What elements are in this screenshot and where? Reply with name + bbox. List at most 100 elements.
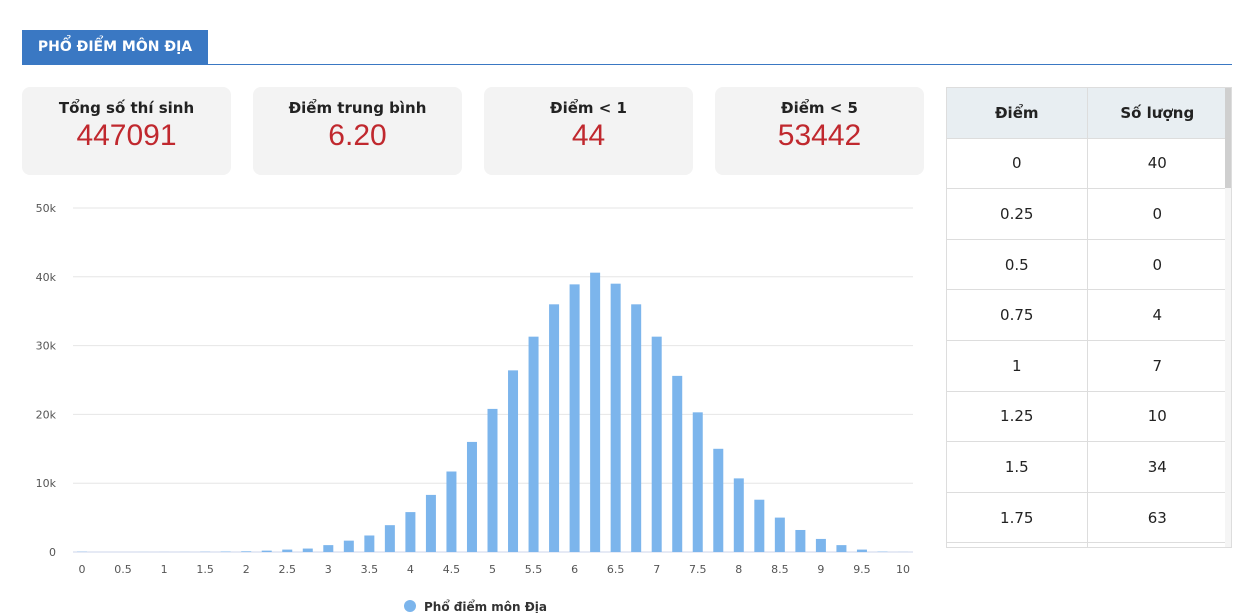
x-tick-label: 4 [407, 563, 414, 576]
x-tick-label: 10 [896, 563, 910, 576]
x-tick-label: 3.5 [361, 563, 379, 576]
count-cell: 10 [1147, 407, 1167, 426]
bar [282, 549, 293, 552]
bar [323, 545, 334, 552]
y-tick-label: 10k [36, 477, 57, 490]
bar [754, 499, 765, 552]
stat-label: Điểm < 5 [781, 99, 858, 117]
x-tick-label: 0 [79, 563, 86, 576]
count-cell [1088, 543, 1228, 547]
y-tick-label: 20k [36, 408, 57, 421]
score-cell: 1 [947, 340, 1088, 391]
bar [610, 283, 621, 552]
table-scrollbar[interactable] [1225, 88, 1231, 547]
table-header-row: Điểm Số lượng [947, 88, 1227, 139]
bar [261, 550, 272, 552]
table-row: 1.5 34 [947, 442, 1227, 493]
count-cell: 0 [1152, 255, 1163, 274]
stat-value: 53442 [777, 119, 862, 152]
header-count: Số lượng [1120, 103, 1195, 122]
bar [466, 441, 477, 552]
table-row: 0.75 4 [947, 290, 1227, 341]
x-tick-label: 0.5 [114, 563, 132, 576]
y-tick-label: 0 [49, 546, 56, 559]
scrollbar-thumb[interactable] [1225, 88, 1231, 188]
legend-marker [404, 600, 416, 612]
count-cell: 40 [1147, 154, 1167, 173]
score-cell: 1.75 [947, 492, 1088, 543]
y-tick-label: 50k [36, 202, 57, 215]
bar [651, 336, 662, 552]
score-distribution-chart: 0 10k 20k 30k 40k 50k 0 0.5 1 1.5 2 2.5 3 3.5 4 4.5 5 5.5… [36, 202, 913, 613]
bar [590, 272, 601, 552]
bar [795, 529, 806, 552]
x-tick-label: 8 [735, 563, 742, 576]
bar [774, 517, 785, 552]
stat-label: Điểm trung bình [288, 99, 427, 117]
x-tick-label: 2 [243, 563, 250, 576]
stat-card-below-1: Điểm < 1 44 [484, 87, 693, 175]
x-tick-label: 5.5 [525, 563, 543, 576]
x-tick-label: 1.5 [196, 563, 214, 576]
bar [528, 336, 539, 552]
bar [692, 412, 703, 552]
bar [487, 408, 498, 552]
bar [713, 448, 724, 552]
stat-card-below-5: Điểm < 5 53442 [715, 87, 924, 175]
table-row [947, 543, 1228, 547]
stat-card-average: Điểm trung bình 6.20 [253, 87, 462, 175]
stat-label: Điểm < 1 [550, 99, 627, 117]
table-row: 1.25 10 [947, 391, 1227, 443]
x-tick-label: 9.5 [853, 563, 871, 576]
bar [425, 494, 436, 552]
score-table[interactable]: Điểm Số lượng 0 40 0.25 0 0.5 0 0.75 4 1 7 1.25 10 1.… [946, 87, 1232, 548]
x-tick-label: 4.5 [443, 563, 461, 576]
bar [549, 304, 560, 552]
bar [446, 471, 457, 552]
x-tick-label: 6.5 [607, 563, 625, 576]
table-row: 0.5 0 [947, 239, 1227, 291]
bar [733, 478, 744, 552]
bar [384, 525, 395, 552]
bar [836, 545, 847, 552]
table-row: 0.25 0 [947, 189, 1227, 240]
bar [815, 538, 826, 552]
y-tick-label: 30k [36, 340, 57, 353]
y-tick-label: 40k [36, 271, 57, 284]
score-cell: 0.5 [947, 239, 1088, 290]
stat-card-total: Tổng số thí sinh 447091 [22, 87, 231, 175]
x-tick-label: 7 [653, 563, 660, 576]
x-tick-label: 1 [161, 563, 168, 576]
score-cell [947, 543, 1088, 547]
title-divider [22, 64, 1232, 65]
count-cell: 0 [1152, 204, 1163, 223]
score-cell: 1.5 [947, 442, 1088, 492]
bar [241, 551, 252, 552]
table-row: 1.75 63 [947, 492, 1227, 544]
section-title: PHỔ ĐIỂM MÔN ĐỊA [22, 30, 208, 64]
score-cell: 1.25 [947, 391, 1088, 442]
x-tick-label: 2.5 [279, 563, 297, 576]
x-tick-label: 5 [489, 563, 496, 576]
x-tick-label: 3 [325, 563, 332, 576]
score-cell: 0.75 [947, 290, 1088, 340]
count-cell: 34 [1147, 457, 1167, 476]
x-tick-label: 8.5 [771, 563, 789, 576]
stat-value: 44 [571, 119, 606, 152]
legend-label: Phổ điểm môn Địa [424, 599, 547, 613]
stat-value: 447091 [76, 119, 177, 152]
bar [364, 535, 375, 552]
count-cell: 7 [1152, 356, 1163, 375]
x-tick-label: 6 [571, 563, 578, 576]
bar [508, 370, 519, 552]
score-cell: 0 [947, 138, 1088, 189]
score-cell: 0.25 [947, 189, 1088, 239]
bar [672, 375, 683, 552]
bar [631, 304, 642, 552]
bar [343, 540, 354, 552]
bar [302, 548, 313, 552]
table-row: 0 40 [947, 138, 1227, 190]
x-tick-label: 9 [817, 563, 824, 576]
bar [405, 512, 416, 552]
